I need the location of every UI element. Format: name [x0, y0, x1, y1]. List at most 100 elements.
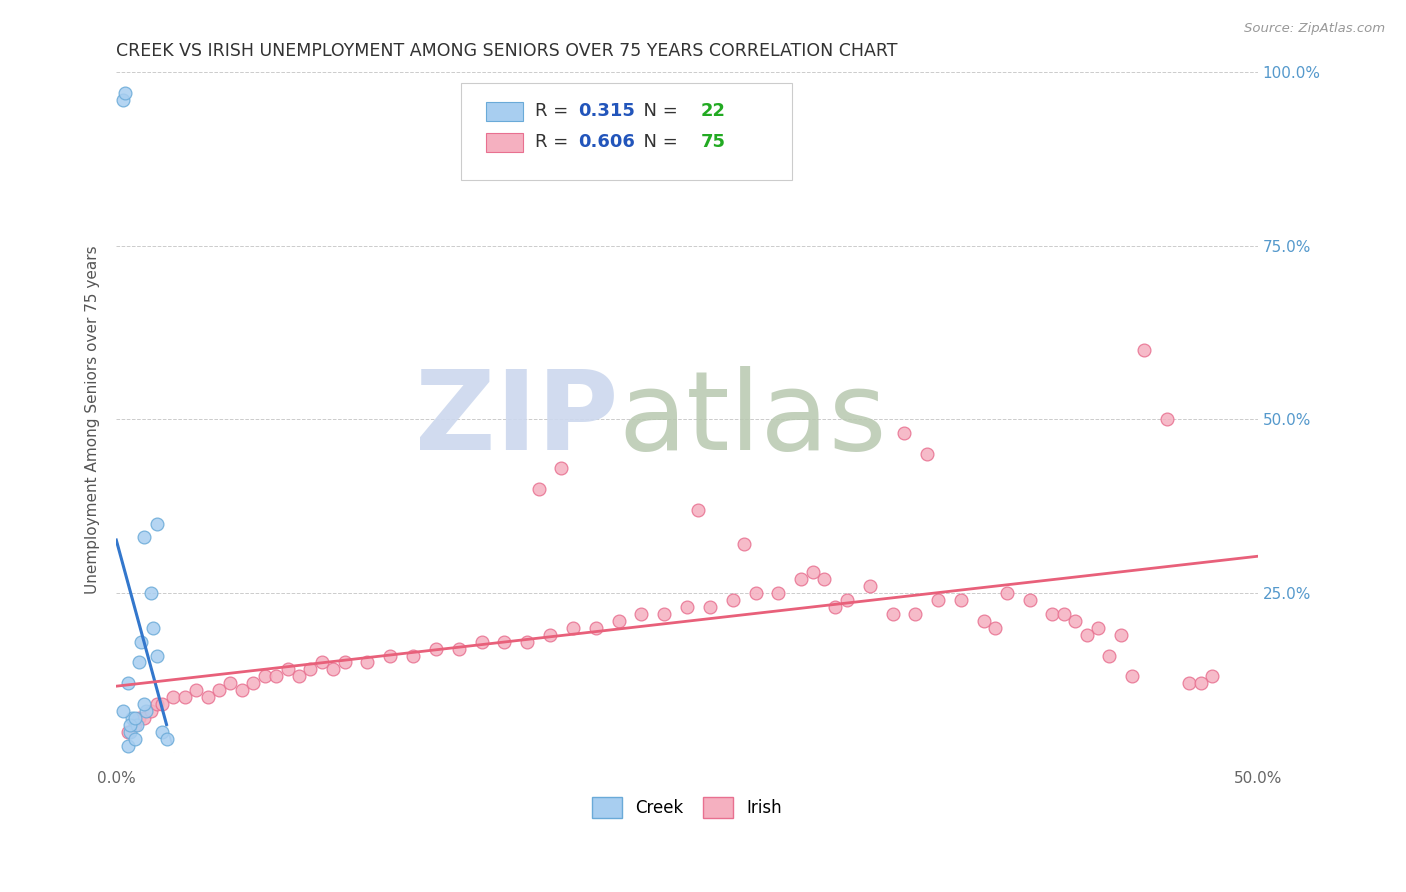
Point — [173, 690, 195, 705]
Point — [155, 731, 177, 746]
Point — [824, 599, 846, 614]
Point — [699, 599, 721, 614]
Point — [790, 572, 813, 586]
Point — [150, 697, 173, 711]
Point — [550, 461, 572, 475]
Point — [197, 690, 219, 705]
Point — [1053, 607, 1076, 621]
Point — [527, 482, 550, 496]
Point — [1178, 676, 1201, 690]
Point — [231, 683, 253, 698]
Text: atlas: atlas — [619, 366, 887, 473]
Point — [135, 704, 157, 718]
Point — [733, 537, 755, 551]
Point — [150, 724, 173, 739]
Point — [264, 669, 287, 683]
Point — [585, 621, 607, 635]
Point — [516, 634, 538, 648]
Point — [112, 704, 135, 718]
FancyBboxPatch shape — [461, 83, 792, 180]
Point — [984, 621, 1007, 635]
Point — [859, 579, 882, 593]
FancyBboxPatch shape — [486, 102, 523, 121]
Point — [132, 531, 155, 545]
Point — [322, 662, 344, 676]
Point — [835, 593, 858, 607]
Point — [676, 599, 699, 614]
Point — [121, 711, 143, 725]
Point — [1018, 593, 1040, 607]
Point — [882, 607, 904, 621]
Point — [146, 697, 169, 711]
Point — [652, 607, 675, 621]
Point — [132, 697, 155, 711]
Point — [402, 648, 425, 663]
Point — [425, 641, 447, 656]
Point — [146, 648, 169, 663]
Point — [447, 641, 470, 656]
Point — [333, 656, 356, 670]
Point — [1098, 648, 1121, 663]
Point — [132, 711, 155, 725]
Point — [688, 502, 710, 516]
Point — [117, 676, 139, 690]
Point — [1076, 628, 1098, 642]
Point — [813, 572, 835, 586]
Point — [139, 704, 162, 718]
Point — [1132, 343, 1154, 357]
Point — [607, 614, 630, 628]
Point — [950, 593, 973, 607]
Point — [118, 718, 141, 732]
Point — [915, 447, 938, 461]
Point — [311, 656, 333, 670]
Point — [142, 621, 165, 635]
Text: R =: R = — [536, 102, 574, 120]
Point — [125, 718, 148, 732]
Point — [1156, 412, 1178, 426]
Point — [162, 690, 184, 705]
Point — [117, 724, 139, 739]
Point — [1109, 628, 1132, 642]
Point — [893, 426, 915, 441]
Point — [630, 607, 652, 621]
Point — [112, 93, 135, 107]
Point — [1040, 607, 1063, 621]
Point — [801, 565, 824, 579]
Point — [146, 516, 169, 531]
Point — [1189, 676, 1212, 690]
Point — [128, 711, 150, 725]
FancyBboxPatch shape — [486, 133, 523, 153]
Text: 0.315: 0.315 — [579, 102, 636, 120]
Point — [1064, 614, 1087, 628]
Point — [380, 648, 402, 663]
Point — [242, 676, 264, 690]
Point — [538, 628, 561, 642]
Point — [124, 731, 146, 746]
Point — [1201, 669, 1223, 683]
Point — [114, 87, 136, 101]
Text: N =: N = — [633, 133, 683, 151]
Point — [927, 593, 949, 607]
Text: 0.606: 0.606 — [579, 133, 636, 151]
Point — [721, 593, 744, 607]
Point — [995, 586, 1018, 600]
Point — [128, 656, 150, 670]
Text: CREEK VS IRISH UNEMPLOYMENT AMONG SENIORS OVER 75 YEARS CORRELATION CHART: CREEK VS IRISH UNEMPLOYMENT AMONG SENIOR… — [117, 42, 898, 60]
Point — [118, 724, 141, 739]
Text: 22: 22 — [700, 102, 725, 120]
Point — [1087, 621, 1109, 635]
Text: N =: N = — [633, 102, 683, 120]
Point — [124, 718, 146, 732]
Point — [219, 676, 242, 690]
Point — [186, 683, 208, 698]
Point — [131, 634, 153, 648]
Point — [744, 586, 766, 600]
Point — [768, 586, 790, 600]
Point — [1121, 669, 1143, 683]
Point — [494, 634, 516, 648]
Point — [124, 711, 146, 725]
Legend: Creek, Irish: Creek, Irish — [585, 790, 789, 824]
Point — [299, 662, 322, 676]
Point — [973, 614, 995, 628]
Text: ZIP: ZIP — [415, 366, 619, 473]
